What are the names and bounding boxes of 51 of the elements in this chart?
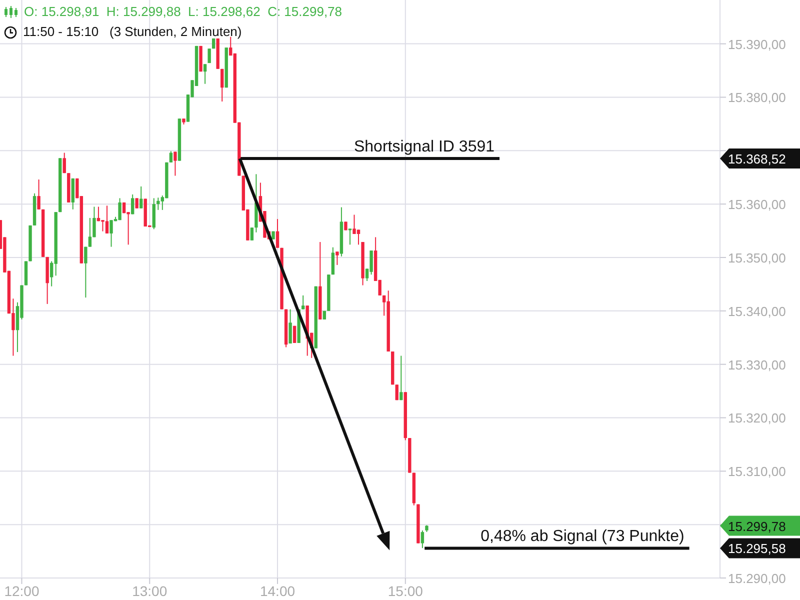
y-tick-label: 15.350,00	[728, 250, 786, 266]
candlestick	[118, 198, 122, 221]
candlestick	[135, 198, 138, 209]
candlestick	[101, 220, 104, 232]
annotation: Shortsignal ID 3591	[354, 138, 495, 156]
text: 11:50 - 15:10 (3 Stunden, 2 Minuten)	[23, 23, 242, 41]
annotation: 0,48% ab Signal (73 Punkte)	[480, 528, 684, 546]
candlestick	[250, 227, 254, 241]
candlestick	[336, 251, 339, 266]
candlestick	[208, 48, 211, 64]
y-tick-label: 15.310,00	[728, 464, 786, 480]
candlestick	[174, 151, 177, 176]
candlestick	[331, 246, 335, 276]
candlestick	[37, 178, 40, 210]
candlestick	[130, 194, 134, 215]
candlestick	[152, 198, 156, 230]
candlestick	[400, 355, 403, 401]
candlestick	[105, 205, 109, 234]
candlestick	[203, 64, 207, 84]
candlestick	[110, 220, 113, 248]
y-tick-label: 15.295,58	[728, 541, 786, 556]
x-tick-label: 12:00	[4, 582, 40, 599]
candlestick	[395, 384, 398, 401]
candlestick	[88, 217, 92, 248]
candlestick	[370, 250, 373, 276]
y-tick-label: 15.299,78	[728, 518, 786, 534]
candlestick	[288, 308, 292, 344]
candlestick	[301, 294, 305, 310]
candlestick	[169, 150, 173, 163]
y-tick-label: 15.390,00	[728, 36, 786, 52]
x-tick-label: 15:00	[388, 582, 424, 599]
candlestick	[220, 68, 224, 102]
y-tick-label: 15.290,00	[728, 571, 786, 586]
candlestick	[420, 530, 424, 549]
x-tick-label: 13:00	[132, 582, 168, 599]
y-tick-label: 15.320,00	[728, 410, 786, 426]
candlestick	[356, 229, 360, 246]
candlestick	[62, 152, 66, 174]
y-tick-label: 15.360,00	[728, 197, 786, 212]
y-tick-label: 15.330,00	[728, 357, 786, 372]
candlestick	[156, 197, 160, 210]
chart-title: O: 15.298,91 H: 15.299,88 L: 15.298,62 C: 15.299,78	[24, 3, 342, 21]
x-tick-label: 14:00	[260, 582, 296, 599]
candlestick	[84, 246, 88, 298]
y-tick-label: 15.368,52	[728, 152, 786, 167]
y-tick-label: 15.380,00	[728, 90, 786, 106]
candlestick	[292, 325, 296, 344]
candlestick	[139, 186, 143, 209]
candlestick	[276, 218, 280, 248]
y-tick-label: 15.340,00	[728, 304, 786, 319]
candlestick	[352, 214, 356, 234]
